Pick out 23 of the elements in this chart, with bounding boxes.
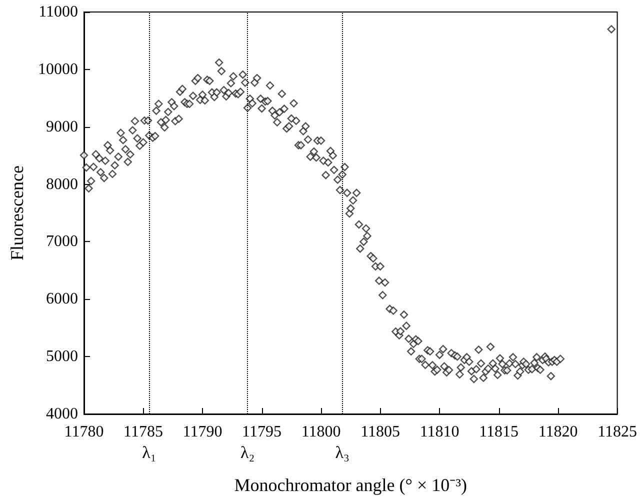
- ref-line-label: λ₁: [142, 443, 156, 462]
- y-tick-label: 4000: [46, 406, 78, 422]
- y-tick-label: 6000: [46, 290, 78, 308]
- x-tick-label: 11785: [124, 424, 163, 440]
- x-tick-label: 11790: [182, 424, 222, 440]
- y-tick-label: 5000: [46, 348, 78, 366]
- ref-line-label: λ₃: [335, 443, 350, 462]
- x-tick-label: 11805: [360, 424, 400, 440]
- y-tick-label: 11000: [38, 4, 78, 20]
- x-tick-label: 11810: [420, 424, 460, 440]
- y-tick-label: 8000: [46, 176, 78, 193]
- x-tick-label: 11825: [598, 424, 637, 440]
- x-tick-label: 11795: [242, 424, 282, 440]
- x-tick-label: 11800: [301, 424, 341, 440]
- y-tick-label: 7000: [46, 233, 78, 250]
- y-tick-label: 9000: [46, 118, 78, 136]
- x-axis-title: Monochromator angle (° × 10⁻³): [234, 475, 467, 495]
- y-tick-label: 10000: [38, 60, 78, 78]
- ref-line-label: λ₂: [240, 443, 255, 462]
- y-axis-title: Fluorescence: [7, 166, 27, 260]
- x-tick-label: 11780: [64, 424, 104, 440]
- x-tick-label: 11820: [538, 424, 578, 440]
- x-tick-label: 11815: [479, 424, 518, 440]
